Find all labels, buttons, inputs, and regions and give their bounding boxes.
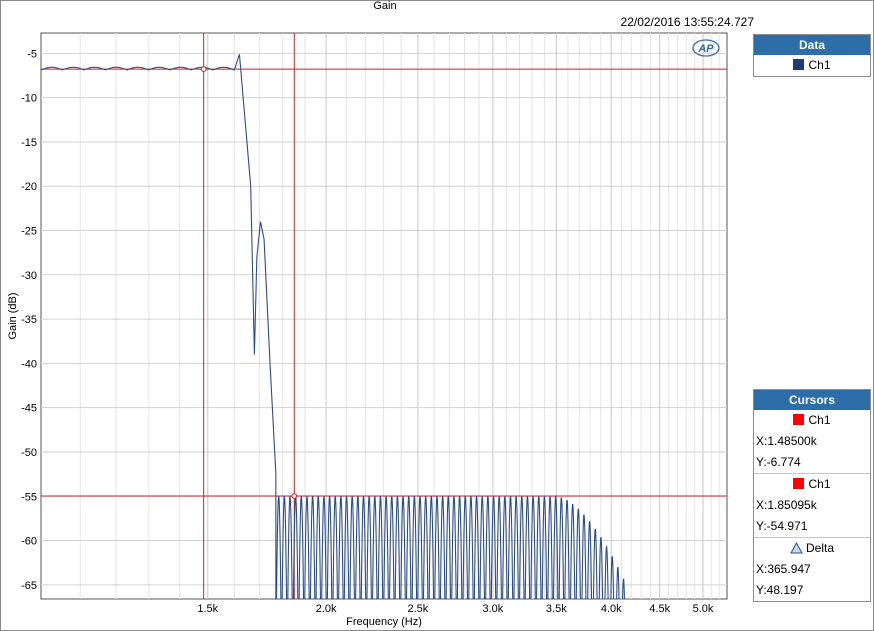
cursor2-swatch-icon (793, 478, 805, 489)
y-tick-label: -5 (27, 48, 37, 60)
x-tick-label: 2.5k (408, 603, 429, 615)
cursor1-label: Ch1 (808, 413, 831, 427)
y-tick-label: -30 (21, 270, 37, 282)
cursor1-x-value: X:1.48500k (756, 434, 817, 448)
y-tick-label: -45 (21, 403, 37, 415)
cursors-panel-title: Cursors (754, 390, 870, 410)
cursor1-swatch-icon (793, 414, 805, 425)
y-tick-label: -15 (21, 137, 37, 149)
cursor-1-marker[interactable] (200, 66, 207, 72)
y-tick-label: -25 (21, 226, 37, 238)
y-tick-label: -50 (21, 447, 37, 459)
data-legend-item-ch1[interactable]: Ch1 (754, 55, 870, 76)
chart-title: Gain (373, 0, 397, 12)
x-tick-label: 3.5k (546, 603, 567, 615)
timestamp: 22/02/2016 13:55:24.727 (620, 15, 754, 29)
ch1-swatch-icon (793, 59, 805, 70)
x-tick-label: 1.5k (197, 603, 218, 615)
cursor2-label-row[interactable]: Ch1 (754, 474, 870, 495)
delta-y-value: Y:48.197 (756, 583, 804, 597)
data-legend-label: Ch1 (808, 58, 831, 72)
ap-logo-icon: AP (692, 39, 720, 57)
y-tick-label: -40 (21, 358, 37, 370)
x-tick-label: 4.0k (601, 603, 622, 615)
y-tick-label: -35 (21, 314, 37, 326)
cursor2-x-value: X:1.85095k (756, 498, 817, 512)
y-tick-label: -55 (21, 491, 37, 503)
cursor2-y-value: Y:-54.971 (756, 519, 808, 533)
delta-triangle-icon (790, 542, 803, 554)
delta-x-value: X:365.947 (756, 562, 811, 576)
cursor1-y-value: Y:-6.774 (756, 455, 801, 469)
x-tick-label: 3.0k (483, 603, 504, 615)
y-tick-label: -65 (21, 580, 37, 592)
data-panel: Data Ch1 (753, 34, 871, 77)
y-tick-label: -60 (21, 536, 37, 548)
x-tick-label: 5.0k (693, 603, 714, 615)
delta-label-row[interactable]: Delta (754, 538, 870, 559)
y-axis-label: Gain (dB) (7, 292, 19, 339)
cursor1-label-row[interactable]: Ch1 (754, 410, 870, 431)
y-tick-label: -20 (21, 181, 37, 193)
x-tick-label: 2.0k (316, 603, 337, 615)
cursor-2-marker[interactable] (291, 493, 298, 499)
data-panel-title: Data (754, 35, 870, 55)
x-tick-label: 4.5k (649, 603, 670, 615)
cursors-panel: Cursors Ch1 X:1.48500k Y:-6.774 Ch1 X:1.… (753, 389, 871, 602)
series-line-ch1[interactable] (41, 54, 626, 616)
ap-logo-text: AP (697, 43, 714, 55)
x-axis-label: Frequency (Hz) (346, 616, 422, 628)
cursor2-label: Ch1 (808, 477, 831, 491)
y-tick-label: -10 (21, 93, 37, 105)
delta-label: Delta (805, 541, 834, 555)
